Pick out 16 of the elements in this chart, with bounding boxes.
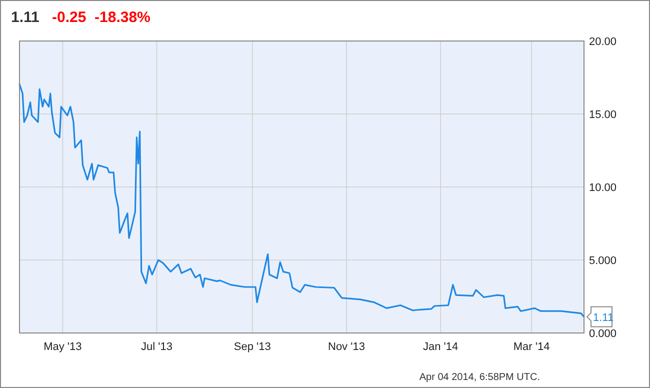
line-series bbox=[18, 83, 585, 318]
x-tick-label: Jul '13 bbox=[141, 341, 172, 353]
x-tick-label: May '13 bbox=[44, 341, 82, 353]
x-tick-label: Mar '14 bbox=[513, 341, 550, 353]
text: Apr 04 2014, 6:58PM UTC. bbox=[419, 372, 540, 383]
x-tick-label: Sep '13 bbox=[234, 341, 271, 353]
x-tick-label: Nov '13 bbox=[328, 341, 365, 353]
y-tick-label: 20.00 bbox=[589, 36, 617, 48]
y-tick-label: 5.000 bbox=[589, 255, 617, 267]
annotation: 1.11 bbox=[593, 312, 614, 324]
y-tick-label: 10.00 bbox=[589, 182, 617, 194]
chart-subtitle: -0.25 -18.38% bbox=[52, 9, 150, 26]
chart-title: 1.11 bbox=[11, 9, 40, 26]
y-tick-label: 0.000 bbox=[589, 328, 617, 340]
y-tick-label: 15.00 bbox=[589, 109, 617, 121]
x-tick-label: Jan '14 bbox=[422, 341, 458, 353]
